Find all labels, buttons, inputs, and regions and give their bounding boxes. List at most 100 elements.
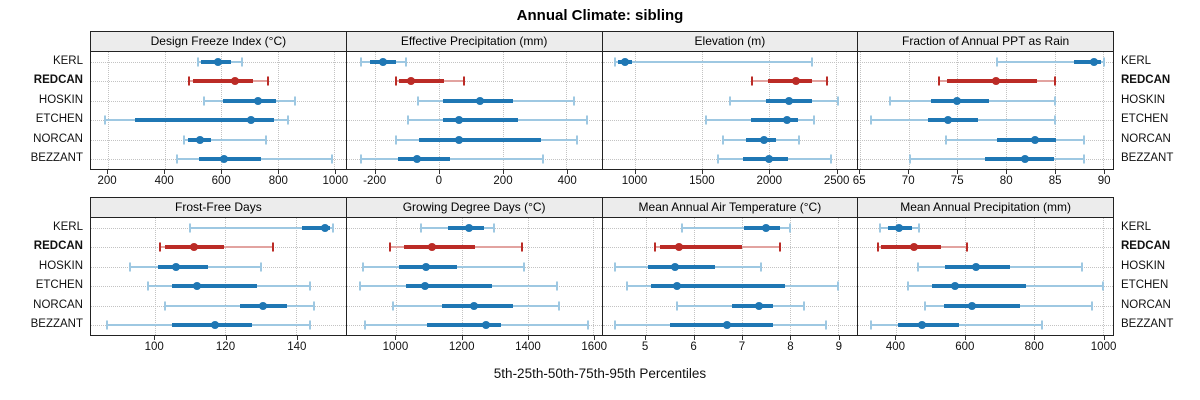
median-dot-etchen	[454, 116, 463, 125]
whisker-cap	[751, 76, 754, 86]
range-25-75	[650, 284, 786, 289]
whisker-cap	[586, 320, 589, 330]
median-dot-hoskin	[971, 262, 980, 271]
whisker-cap	[676, 301, 678, 311]
median-dot-norcan	[454, 135, 463, 144]
whisker-cap	[361, 262, 364, 272]
station-label-etchen: ETCHEN	[1121, 113, 1169, 126]
whisker-cap	[924, 301, 927, 311]
gridline-vertical	[1054, 52, 1056, 169]
whisker-cap	[359, 281, 362, 291]
station-label-bezzant: BEZZANT	[30, 318, 83, 331]
axis-tick-label: 0	[435, 175, 443, 187]
axis-tick	[1006, 170, 1008, 174]
whisker-cap	[837, 96, 840, 106]
median-dot-redcan	[910, 243, 919, 252]
whisker-cap	[264, 135, 267, 145]
axis-tick	[790, 336, 792, 340]
whisker-cap	[523, 262, 526, 272]
axis-tick-label: 400	[154, 175, 174, 187]
whisker-cap	[492, 223, 495, 233]
axis-tick-label: 90	[1097, 175, 1111, 187]
axis-tick	[438, 170, 440, 174]
whisker-cap	[717, 154, 720, 164]
median-dot-norcan	[196, 135, 205, 144]
axis-tick	[769, 170, 771, 174]
median-dot-bezzant	[219, 155, 228, 164]
gridline-horizontal	[858, 227, 1113, 229]
median-dot-redcan	[791, 77, 800, 86]
whisker-cap	[811, 57, 814, 67]
station-label-redcan: REDCAN	[33, 74, 83, 87]
axis-tick	[741, 336, 743, 340]
median-dot-redcan	[230, 77, 239, 86]
whisker-cap	[907, 281, 910, 291]
gridline-vertical	[741, 218, 743, 335]
median-dot-redcan	[406, 77, 415, 86]
axis-tick-label: 1500	[689, 175, 715, 187]
gridline-vertical	[645, 218, 647, 335]
median-dot-hoskin	[253, 96, 262, 105]
range-25-75	[397, 157, 450, 162]
panel-frost-free-days: Frost-Free Days 100 120 140	[90, 197, 347, 360]
gridline-vertical	[1102, 218, 1104, 335]
gridline-vertical	[860, 52, 862, 169]
range-25-75	[669, 323, 774, 328]
plot-area	[601, 218, 859, 336]
whisker-cap	[267, 76, 270, 86]
station-label-norcan: NORCAN	[33, 132, 83, 145]
gridline-vertical	[502, 52, 504, 169]
plot-area	[90, 52, 347, 170]
gridline-vertical	[221, 52, 223, 169]
median-dot-redcan	[675, 243, 684, 252]
panel-title: Design Freeze Index (°C)	[90, 31, 347, 52]
axis-tick	[645, 336, 647, 340]
whisker-cap	[330, 154, 333, 164]
whisker-cap	[704, 115, 707, 125]
axis-tick-label: 1600	[581, 341, 607, 353]
median-dot-hoskin	[421, 262, 430, 271]
median-dot-hoskin	[953, 96, 962, 105]
station-label-norcan: NORCAN	[33, 298, 83, 311]
median-dot-norcan	[759, 135, 768, 144]
axis-tick-label: 7	[738, 341, 746, 353]
median-dot-redcan	[992, 77, 1001, 86]
whisker-cap	[272, 242, 275, 252]
axis-tick	[701, 170, 703, 174]
range-25-75	[1074, 59, 1102, 64]
panels-top: Design Freeze Index (°C) 200 400 600 800 1000…	[90, 31, 1114, 194]
whisker-cap	[182, 135, 185, 145]
range-5-95	[614, 60, 813, 63]
median-dot-etchen	[420, 282, 429, 291]
range-5-95	[361, 158, 543, 161]
whisker-cap	[404, 57, 407, 67]
gridline-vertical	[296, 218, 298, 335]
gridline-vertical	[461, 218, 463, 335]
axis-tick-label: 1000	[322, 175, 349, 187]
whisker-cap	[196, 57, 199, 67]
gridline-horizontal	[602, 81, 858, 83]
whisker-cap	[555, 281, 558, 291]
range-25-75	[897, 323, 959, 328]
whisker-cap	[721, 135, 724, 145]
panel-band-top: KERL REDCAN HOSKIN ETCHEN NORCAN BEZZANT Desi…	[0, 31, 1200, 194]
whisker-cap	[541, 154, 544, 164]
gridline-horizontal	[346, 81, 602, 83]
station-label-hoskin: HOSKIN	[1121, 93, 1166, 106]
axis-tick-label: 120	[215, 341, 236, 353]
gridline-horizontal	[858, 247, 1113, 249]
axis-caption: 5th-25th-50th-75th-95th Percentiles	[493, 366, 707, 381]
whisker-cap	[654, 242, 657, 252]
gridline-vertical	[154, 218, 156, 335]
gridline-vertical	[593, 218, 595, 335]
range-25-75	[404, 245, 475, 250]
whisker-cap	[869, 320, 872, 330]
axis-tick-label: 5	[641, 341, 649, 353]
row-labels-right-bottom: KERL REDCAN HOSKIN ETCHEN NORCAN BEZZANT	[1114, 197, 1200, 360]
whisker-cap	[520, 242, 523, 252]
station-label-hoskin: HOSKIN	[38, 259, 83, 272]
axis-tick	[154, 336, 156, 340]
x-axis: 400 600 800 1000	[857, 336, 1116, 360]
range-5-95	[190, 226, 334, 229]
